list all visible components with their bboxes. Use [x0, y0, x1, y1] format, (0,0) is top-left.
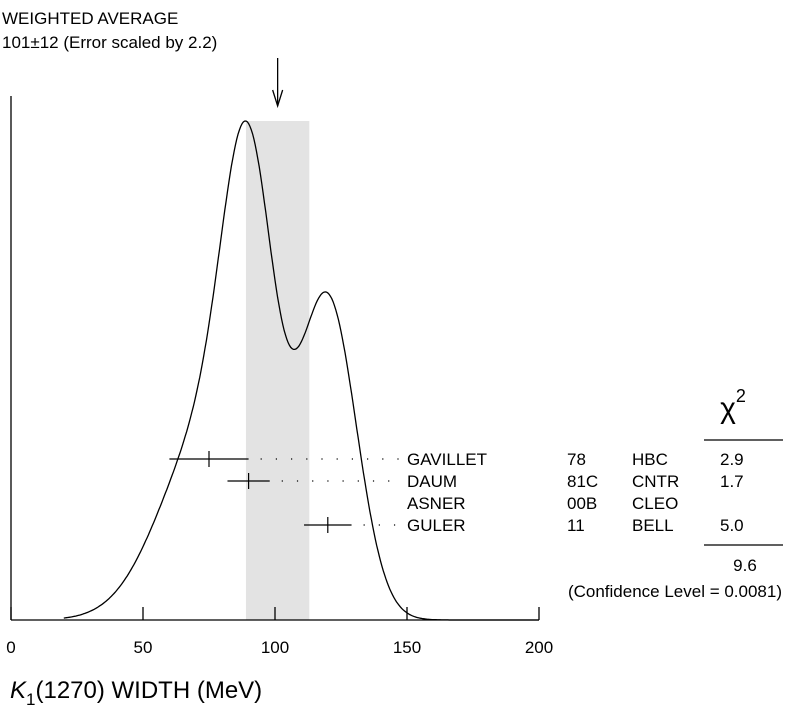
error-band	[245, 121, 310, 620]
weighted-average-arrow	[272, 58, 284, 109]
measurement-list: GAVILLET 78 HBC 2.9 DAUM 81C CNTR 1.7 ASNER 00B CL…	[169, 450, 744, 535]
measurement-year: 81C	[567, 472, 598, 491]
x-tick-label-200: 200	[525, 638, 553, 657]
confidence-level: (Confidence Level = 0.0081)	[568, 582, 782, 601]
x-tick-label-100: 100	[261, 638, 289, 657]
measurement-technique: CLEO	[632, 494, 678, 513]
measurement-row-daum: DAUM 81C CNTR 1.7	[227, 472, 744, 491]
measurement-row-gavillet: GAVILLET 78 HBC 2.9	[169, 450, 744, 469]
x-axis-ticks: 0 50 100 150 200	[6, 607, 553, 657]
measurement-author: GAVILLET	[407, 450, 487, 469]
weighted-average-title: WEIGHTED AVERAGE	[2, 9, 178, 28]
measurement-row-asner: ASNER 00B CLEO	[407, 494, 678, 513]
measurement-year: 11	[567, 516, 585, 535]
measurement-author: DAUM	[407, 472, 457, 491]
measurement-technique: HBC	[632, 450, 668, 469]
measurement-author: GULER	[407, 516, 466, 535]
measurement-technique: BELL	[632, 516, 674, 535]
measurement-chi2: 2.9	[720, 450, 744, 469]
x-tick-label-0: 0	[6, 638, 15, 657]
x-tick-label-150: 150	[393, 638, 421, 657]
chi2-header: χ2	[720, 386, 746, 425]
chi2-total: 9.6	[733, 556, 757, 575]
weighted-average-value: 101±12 (Error scaled by 2.2)	[2, 33, 217, 52]
measurement-technique: CNTR	[632, 472, 679, 491]
measurement-year: 00B	[567, 494, 597, 513]
x-axis-label: K1(1270) WIDTH (MeV)	[10, 677, 262, 709]
measurement-chi2: 5.0	[720, 516, 744, 535]
measurement-author: ASNER	[407, 494, 466, 513]
measurement-chi2: 1.7	[720, 472, 744, 491]
x-tick-label-50: 50	[134, 638, 153, 657]
measurement-row-guler: GULER 11 BELL 5.0	[304, 516, 744, 535]
measurement-year: 78	[567, 450, 586, 469]
